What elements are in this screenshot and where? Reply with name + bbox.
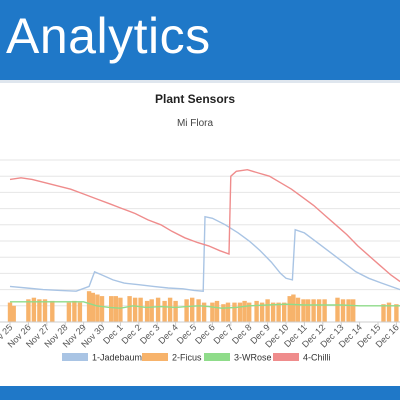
legend-swatch-2-Ficus[interactable] [142, 353, 168, 361]
bar-2-Ficus [237, 302, 243, 322]
bar-2-Ficus [149, 299, 154, 322]
bar-2-Ficus [295, 297, 301, 322]
bar-2-Ficus [214, 300, 220, 322]
bar-2-Ficus [113, 296, 118, 322]
series-line-1-Jadebaum [9, 215, 400, 292]
bar-2-Ficus [7, 302, 13, 322]
bar-2-Ficus [254, 300, 259, 322]
bar-2-Ficus [77, 302, 83, 322]
bar-2-Ficus [270, 302, 276, 322]
bar-2-Ficus [132, 297, 138, 322]
bar-2-Ficus [42, 299, 48, 322]
series-line-3-WRose [10, 301, 400, 309]
legend-label-1-Jadebaum[interactable]: 1-Jadebaum [92, 353, 142, 363]
bar-2-Ficus [173, 300, 178, 322]
bar-2-Ficus [31, 297, 37, 322]
bar-2-Ficus [381, 304, 386, 322]
x-tick-label: Dec 3 [138, 322, 162, 346]
bar-2-Ficus [109, 296, 114, 322]
x-tick-label: Dec 1 [101, 322, 125, 346]
bar-2-Ficus [287, 296, 292, 322]
bar-2-Ficus [72, 300, 77, 322]
bar-2-Ficus [138, 297, 143, 322]
chart-area: Plant Sensors Mi Flora Nov 25 Nov 26 Nov 2… [0, 86, 400, 384]
page-title: Analytics [6, 8, 211, 64]
bar-2-Ficus [66, 302, 72, 322]
bar-2-Ficus [394, 304, 399, 322]
bar-2-Ficus [50, 300, 55, 322]
bar-2-Ficus [276, 302, 281, 322]
bar-2-Ficus [90, 292, 95, 322]
app-header: Analytics [0, 0, 400, 80]
x-tick-label: Dec 8 [230, 322, 254, 346]
bar-series [7, 291, 399, 322]
chart-subtitle: Mi Flora [177, 118, 214, 129]
bar-2-Ficus [247, 302, 252, 322]
bar-2-Ficus [351, 299, 356, 322]
bar-2-Ficus [11, 305, 16, 322]
bar-2-Ficus [210, 302, 215, 322]
bar-2-Ficus [26, 299, 31, 322]
bar-2-Ficus [340, 299, 346, 322]
x-tick-label: Dec 5 [175, 322, 199, 346]
x-tick-label: Dec 4 [156, 322, 180, 346]
bar-2-Ficus [95, 294, 100, 322]
legend-label-2-Ficus[interactable]: 2-Ficus [172, 353, 202, 363]
bar-2-Ficus [301, 299, 306, 322]
header-divider [0, 80, 400, 83]
legend-swatch-1-Jadebaum[interactable] [62, 353, 88, 361]
legend-label-3-WRose[interactable]: 3-WRose [234, 353, 272, 363]
bar-2-Ficus [282, 302, 287, 322]
bar-2-Ficus [259, 302, 265, 322]
bar-2-Ficus [167, 297, 173, 322]
footer-bar [0, 386, 400, 400]
bar-2-Ficus [155, 297, 161, 322]
bar-2-Ficus [232, 302, 237, 322]
bar-2-Ficus [221, 304, 226, 322]
bar-2-Ficus [162, 300, 167, 322]
line-series [9, 168, 400, 309]
bar-2-Ficus [316, 299, 322, 322]
legend-swatch-4-Chilli[interactable] [273, 353, 299, 361]
bar-2-Ficus [37, 299, 42, 322]
bar-2-Ficus [322, 299, 327, 322]
bar-2-Ficus [99, 296, 105, 322]
bar-2-Ficus [118, 297, 123, 322]
x-tick-label: Dec 6 [193, 322, 217, 346]
bar-2-Ficus [265, 299, 270, 322]
bar-2-Ficus [201, 302, 207, 322]
bar-2-Ficus [291, 294, 296, 322]
bar-2-Ficus [144, 300, 150, 322]
bar-2-Ficus [311, 299, 316, 322]
chart-title: Plant Sensors [155, 92, 235, 106]
legend-swatch-3-WRose[interactable] [204, 353, 230, 361]
bar-2-Ficus [127, 296, 132, 322]
legend-label-4-Chilli[interactable]: 4-Chilli [303, 353, 331, 363]
series-line-4-Chilli [9, 168, 400, 283]
bar-2-Ficus [86, 291, 92, 322]
bar-2-Ficus [225, 302, 231, 322]
legend: 1-Jadebaum 2-Ficus 3-WRose 4-Chilli [62, 353, 331, 363]
x-tick-label: Dec 2 [120, 322, 144, 346]
bar-2-Ficus [242, 300, 247, 322]
gridlines [0, 159, 400, 323]
bar-2-Ficus [386, 302, 392, 322]
bar-2-Ficus [305, 299, 311, 322]
x-tick-label: Dec 7 [212, 322, 236, 346]
bar-2-Ficus [196, 299, 201, 322]
bar-2-Ficus [346, 299, 351, 322]
bar-2-Ficus [335, 297, 340, 322]
bar-2-Ficus [190, 297, 195, 322]
bar-2-Ficus [184, 299, 189, 322]
